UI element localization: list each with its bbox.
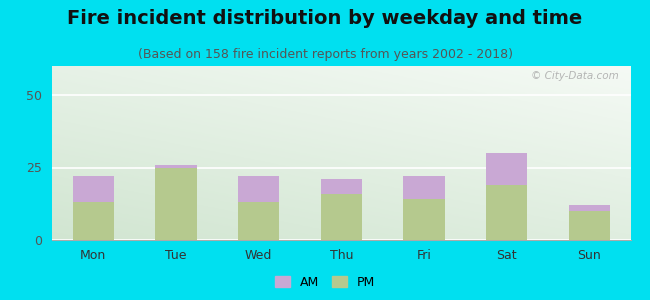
Bar xyxy=(403,176,445,200)
Bar xyxy=(486,185,527,240)
Bar xyxy=(238,176,280,202)
Bar xyxy=(155,165,196,167)
Legend: AM, PM: AM, PM xyxy=(270,271,380,294)
Bar xyxy=(486,153,527,185)
Bar xyxy=(569,205,610,211)
Text: Fire incident distribution by weekday and time: Fire incident distribution by weekday an… xyxy=(68,9,582,28)
Bar xyxy=(238,202,280,240)
Bar xyxy=(403,200,445,240)
Text: (Based on 158 fire incident reports from years 2002 - 2018): (Based on 158 fire incident reports from… xyxy=(138,48,512,61)
Bar xyxy=(320,179,362,194)
Bar xyxy=(73,202,114,240)
Bar xyxy=(320,194,362,240)
Bar xyxy=(73,176,114,202)
Text: © City-Data.com: © City-Data.com xyxy=(531,71,619,81)
Bar xyxy=(569,211,610,240)
Bar xyxy=(155,167,196,240)
